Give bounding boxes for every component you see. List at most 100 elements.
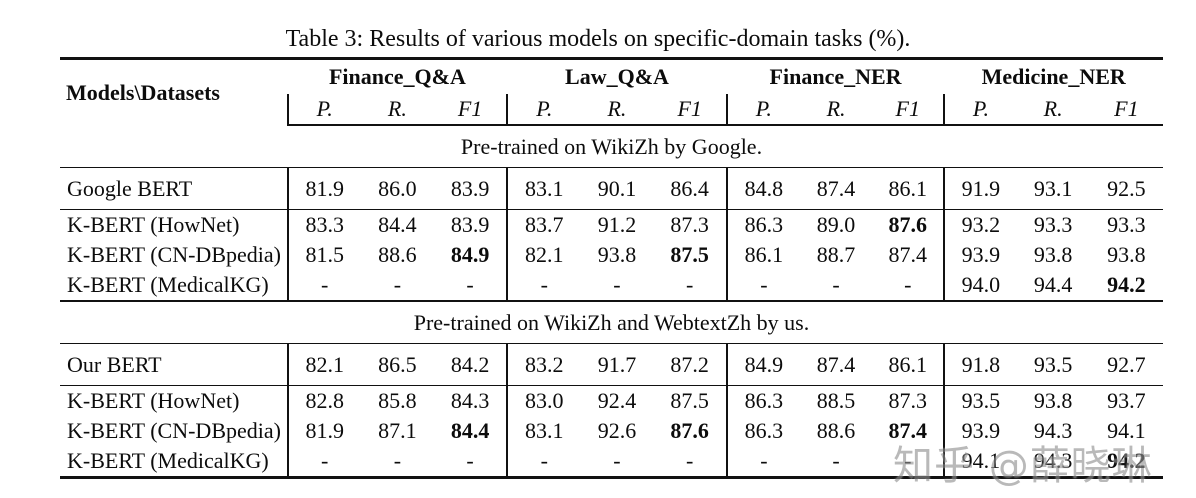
value-cell: 84.9 [725,343,800,386]
value-cell: 83.1 [506,416,581,446]
value-cell: 84.8 [725,167,800,210]
value-cell: 88.6 [816,418,856,443]
value-cell: 81.9 [286,416,361,446]
value-cell: 87.2 [653,343,727,386]
model-name-cell: K-BERT (HowNet) [67,388,240,413]
value-cell: 82.1 [286,343,361,386]
table-row: Google BERT 81.9 86.0 83.9 83.1 90.1 86.… [60,167,1163,210]
value-cell: 86.1 [872,167,945,210]
group-header-medicine-ner: Medicine_NER [981,64,1126,89]
value-cell: 89.0 [816,212,856,237]
value-cell: 87.4 [888,242,927,267]
value-cell: 93.3 [1033,212,1073,237]
value-cell: 91.8 [943,343,1017,386]
value-cell: 83.3 [286,209,361,240]
value-cell: 93.5 [1016,343,1090,386]
value-cell: 88.6 [378,242,417,267]
value-cell: - [872,270,945,302]
table-row: K-BERT (HowNet) 82.8 85.8 84.3 83.0 92.4… [60,385,1163,416]
value-cell: 82.1 [506,240,581,270]
subcol-header: R. [580,94,654,126]
value-cell: - [580,270,654,302]
value-cell: 90.1 [580,167,654,210]
value-cell: 94.4 [1016,270,1090,302]
model-name-cell: K-BERT (HowNet) [67,212,240,237]
value-cell: 88.5 [816,388,856,413]
value-cell: 83.0 [506,385,581,416]
value-cell: 83.2 [506,343,581,386]
value-cell: 93.8 [1107,242,1146,267]
value-cell: 94.1 [943,446,1017,478]
value-cell: - [506,270,581,302]
value-cell: - [360,270,434,302]
value-cell: - [686,448,694,473]
value-cell: - [433,270,508,302]
table-caption: Table 3: Results of various models on sp… [285,26,911,52]
value-cell: 93.9 [943,416,1017,446]
group-header-finance-qa: Finance_Q&A [328,64,466,89]
value-cell: - [653,270,727,302]
zhihu-watermark: 知乎 @薛晓琳 [893,443,1153,489]
value-cell: 87.4 [888,418,927,443]
value-cell: 84.3 [450,388,490,413]
value-cell: 88.7 [816,242,856,267]
model-name-cell: Google BERT [60,167,288,210]
value-cell: 86.0 [360,167,434,210]
model-name-cell: K-BERT (CN-DBpedia) [67,242,281,267]
table-row: K-BERT (MedicalKG) - - - - - - - - - 94.… [60,446,1163,478]
value-cell: 94.2 [1089,270,1163,302]
value-cell: 81.5 [286,240,361,270]
value-cell: 87.1 [378,418,417,443]
subcol-header: R. [799,94,873,126]
model-name-cell: K-BERT (MedicalKG) [60,270,288,302]
value-cell: - [466,448,474,473]
value-cell: 86.5 [360,343,434,386]
subcol-header: F1 [1089,94,1163,126]
value-cell: 91.9 [943,167,1017,210]
section-header-google: Pre-trained on WikiZh by Google. [60,125,1163,168]
table-row: K-BERT (HowNet) 83.3 84.4 83.9 83.7 91.2… [60,209,1163,240]
value-cell: 94.2 [1107,448,1146,473]
model-name-cell: K-BERT (MedicalKG) [67,448,269,473]
group-header-finance-ner: Finance_NER [769,64,902,89]
value-cell: 87.3 [670,212,709,237]
value-cell: 85.8 [378,388,417,413]
table-row: K-BERT (CN-DBpedia) 81.5 88.6 84.9 82.1 … [60,240,1163,270]
value-cell: 93.1 [1016,167,1090,210]
value-cell: 87.4 [799,167,873,210]
subcol-header: F1 [433,94,508,126]
value-cell: - [286,446,361,478]
subcol-header: R. [1016,94,1090,126]
value-cell: 84.4 [450,418,490,443]
corner-header: Models\Datasets [66,79,220,105]
subcol-header: P. [943,94,1017,126]
value-cell: 93.2 [943,209,1017,240]
value-cell: - [393,448,402,473]
value-cell: 86.3 [725,416,800,446]
subcol-header: P. [286,94,361,126]
value-cell: 93.7 [1107,388,1146,413]
value-cell: 86.3 [725,209,800,240]
value-cell: 91.2 [597,212,637,237]
value-cell: 93.3 [1107,212,1146,237]
value-cell: 87.3 [888,388,927,413]
value-cell: - [799,270,873,302]
section-header-ours: Pre-trained on WikiZh and WebtextZh by u… [60,301,1163,344]
value-cell: 84.4 [378,212,417,237]
value-cell: 84.9 [450,242,490,267]
value-cell: 87.6 [670,418,709,443]
value-cell: 94.1 [1107,418,1146,443]
value-cell: 93.8 [1033,388,1073,413]
table-row: K-BERT (CN-DBpedia) 81.9 87.1 84.4 83.1 … [60,416,1163,446]
subcol-header: F1 [872,94,945,126]
header-subcol-row: P. R. F1 P. R. F1 P. R. F1 P. R. F1 [60,94,1163,126]
value-cell: 94.0 [943,270,1017,302]
value-cell: 86.1 [725,240,800,270]
value-cell: 86.1 [872,343,945,386]
value-cell: 87.6 [888,212,927,237]
value-cell: 83.7 [506,209,581,240]
value-cell: 83.1 [506,167,581,210]
results-table: Models\Datasets Finance_Q&A Law_Q&A Fina… [60,57,1163,479]
value-cell: 86.3 [725,385,800,416]
